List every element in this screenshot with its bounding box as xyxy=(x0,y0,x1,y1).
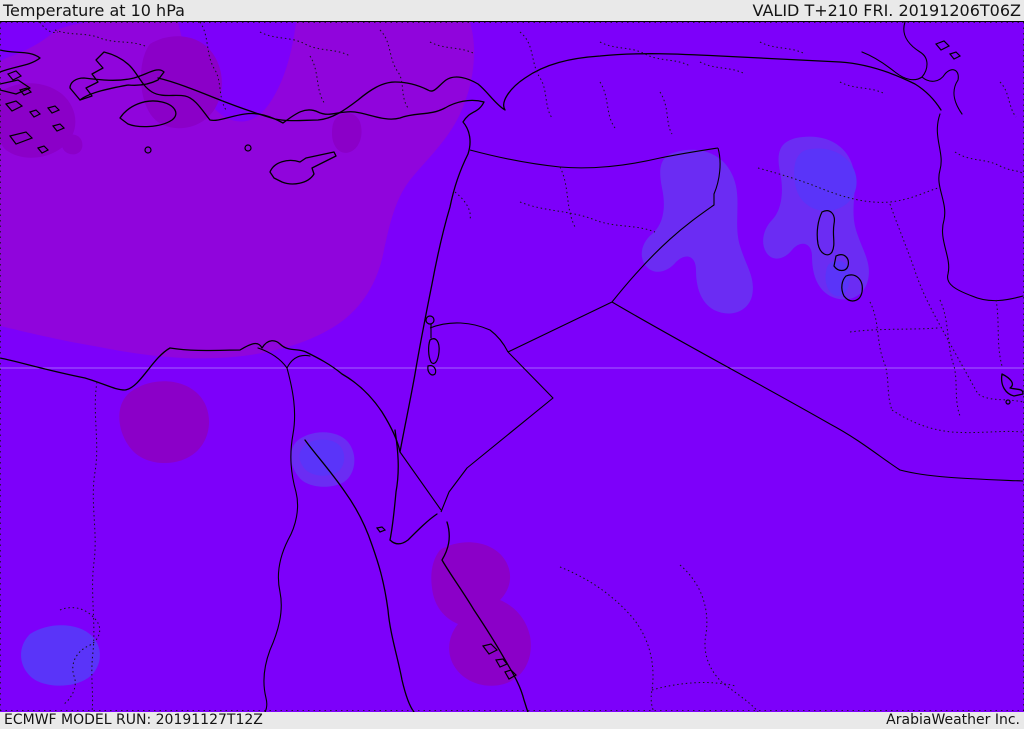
borders-solid xyxy=(399,147,1024,513)
weather-map xyxy=(0,22,1024,712)
valid-time-label: VALID T+210 FRI. 20191206T06Z xyxy=(752,1,1021,20)
red-sea-and-nile xyxy=(257,347,529,712)
model-run-label: ECMWF MODEL RUN: 20191127T12Z xyxy=(4,712,263,728)
rivers-and-lakes-east xyxy=(816,22,1024,405)
credit-label: ArabiaWeather Inc. xyxy=(886,712,1020,728)
map-title: Temperature at 10 hPa xyxy=(3,1,185,20)
jordan-valley-lakes xyxy=(425,315,440,376)
borders-dotted xyxy=(39,22,1024,712)
anatolian-lakes xyxy=(144,144,252,154)
map-frame-ticks xyxy=(0,22,1024,712)
coastlines xyxy=(0,49,942,453)
footer-bar: ECMWF MODEL RUN: 20191127T12Z ArabiaWeat… xyxy=(0,712,1024,729)
header-bar: Temperature at 10 hPa VALID T+210 FRI. 2… xyxy=(0,0,1024,22)
